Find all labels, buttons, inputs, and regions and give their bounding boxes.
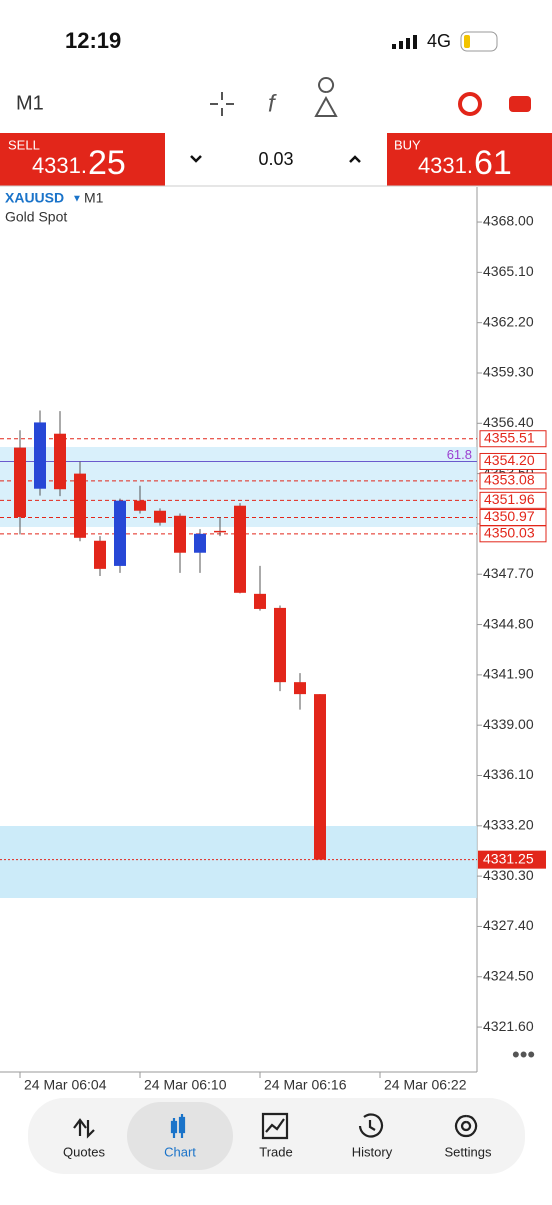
- battery-level: [464, 35, 470, 48]
- buy-button[interactable]: [387, 133, 552, 186]
- y-tick-label: 4321.60: [483, 1018, 534, 1034]
- candle-body: [114, 500, 126, 566]
- level-tag: [479, 430, 547, 448]
- buy-label: BUY: [394, 137, 421, 152]
- candle-body: [154, 510, 166, 523]
- y-tick-label: 4347.70: [483, 565, 534, 581]
- sell-button[interactable]: [0, 133, 165, 186]
- y-tick-label: 4368.00: [483, 213, 534, 229]
- fib-label: 61.8: [447, 447, 472, 462]
- nav-label[interactable]: History: [352, 1144, 393, 1159]
- svg-text:f: f: [268, 90, 277, 117]
- candle-body: [194, 533, 206, 553]
- bid-label: 4331.25: [483, 850, 534, 866]
- y-tick-label: 4327.40: [483, 917, 534, 933]
- candle-body: [254, 593, 266, 609]
- level-label: 4354.20: [484, 452, 535, 468]
- y-tick-label: 4339.00: [483, 716, 534, 732]
- nav-icon[interactable]: [261, 1112, 289, 1140]
- buy-price: 4331.: [418, 153, 473, 178]
- nav-label[interactable]: Chart: [164, 1144, 196, 1159]
- toolbar-icons[interactable]: f: [210, 77, 531, 117]
- level-label: 4353.08: [484, 472, 535, 488]
- y-tick-label: 4336.10: [483, 766, 534, 782]
- more[interactable]: •••: [512, 1042, 535, 1067]
- y-tick-label: 4330.30: [483, 867, 534, 883]
- nav-icon[interactable]: [170, 1114, 186, 1138]
- nav-selected: [127, 1102, 233, 1170]
- nav-icon[interactable]: [358, 1113, 384, 1138]
- chart-timeframe: M1: [84, 190, 104, 206]
- zone: [0, 826, 477, 898]
- y-tick-label: 4324.50: [483, 967, 534, 983]
- status-network: 4G: [427, 31, 451, 51]
- volume-arrows[interactable]: [190, 155, 361, 163]
- level-label: 4350.03: [484, 525, 535, 541]
- buy-price-big: 61: [474, 144, 512, 182]
- description: Gold Spot: [5, 209, 67, 225]
- nav-bar: [28, 1098, 525, 1174]
- nav-label[interactable]: Settings: [445, 1144, 492, 1159]
- symbol[interactable]: XAUUSD: [5, 190, 64, 206]
- y-tick-label: 4341.90: [483, 666, 534, 682]
- symbol-arrow[interactable]: ▼: [72, 194, 82, 205]
- candle-body: [234, 505, 246, 593]
- candle-body: [14, 447, 26, 517]
- y-tick-label: 4362.20: [483, 313, 534, 329]
- sell-price: 4331.: [32, 153, 87, 178]
- level-tag: [479, 472, 547, 490]
- status-time: 12:19: [65, 28, 121, 53]
- x-tick-label: 24 Mar 06:22: [384, 1077, 467, 1093]
- candle-body: [294, 682, 306, 695]
- level-tag: [479, 452, 547, 470]
- candle-body: [174, 515, 186, 553]
- timeframe[interactable]: M1: [16, 92, 44, 114]
- y-tick-label: 4344.80: [483, 615, 534, 631]
- level-tag: [479, 525, 547, 543]
- candle-body: [134, 500, 146, 511]
- level-label: 4355.51: [484, 429, 535, 445]
- volume: 0.03: [258, 149, 293, 169]
- level-tag: [479, 491, 547, 509]
- x-tick-label: 24 Mar 06:04: [24, 1077, 107, 1093]
- y-tick-label: 4356.40: [483, 414, 534, 430]
- level-label: 4351.96: [484, 491, 535, 507]
- candle-body: [94, 540, 106, 569]
- y-tick-label: 4333.20: [483, 817, 534, 833]
- candle-body: [214, 530, 226, 533]
- x-tick-label: 24 Mar 06:16: [264, 1077, 347, 1093]
- candle-body: [274, 607, 286, 683]
- x-tick-label: 24 Mar 06:10: [144, 1077, 227, 1093]
- y-tick-label: 4365.10: [483, 263, 534, 279]
- nav-icon[interactable]: [454, 1114, 478, 1138]
- level-label: 4350.97: [484, 508, 535, 524]
- nav-label[interactable]: Quotes: [63, 1144, 105, 1159]
- candle-body: [34, 422, 46, 489]
- bid-tag: [478, 850, 546, 869]
- candle-body: [314, 694, 326, 860]
- nav-icon[interactable]: [73, 1118, 95, 1139]
- battery: [460, 31, 498, 52]
- candle-body: [74, 473, 86, 538]
- candle-body: [54, 433, 66, 490]
- signal: [392, 35, 417, 49]
- sell-price-big: 25: [88, 144, 126, 182]
- y-tick-label: 4359.30: [483, 364, 534, 380]
- nav-label[interactable]: Trade: [259, 1144, 292, 1159]
- sell-label: SELL: [8, 137, 40, 152]
